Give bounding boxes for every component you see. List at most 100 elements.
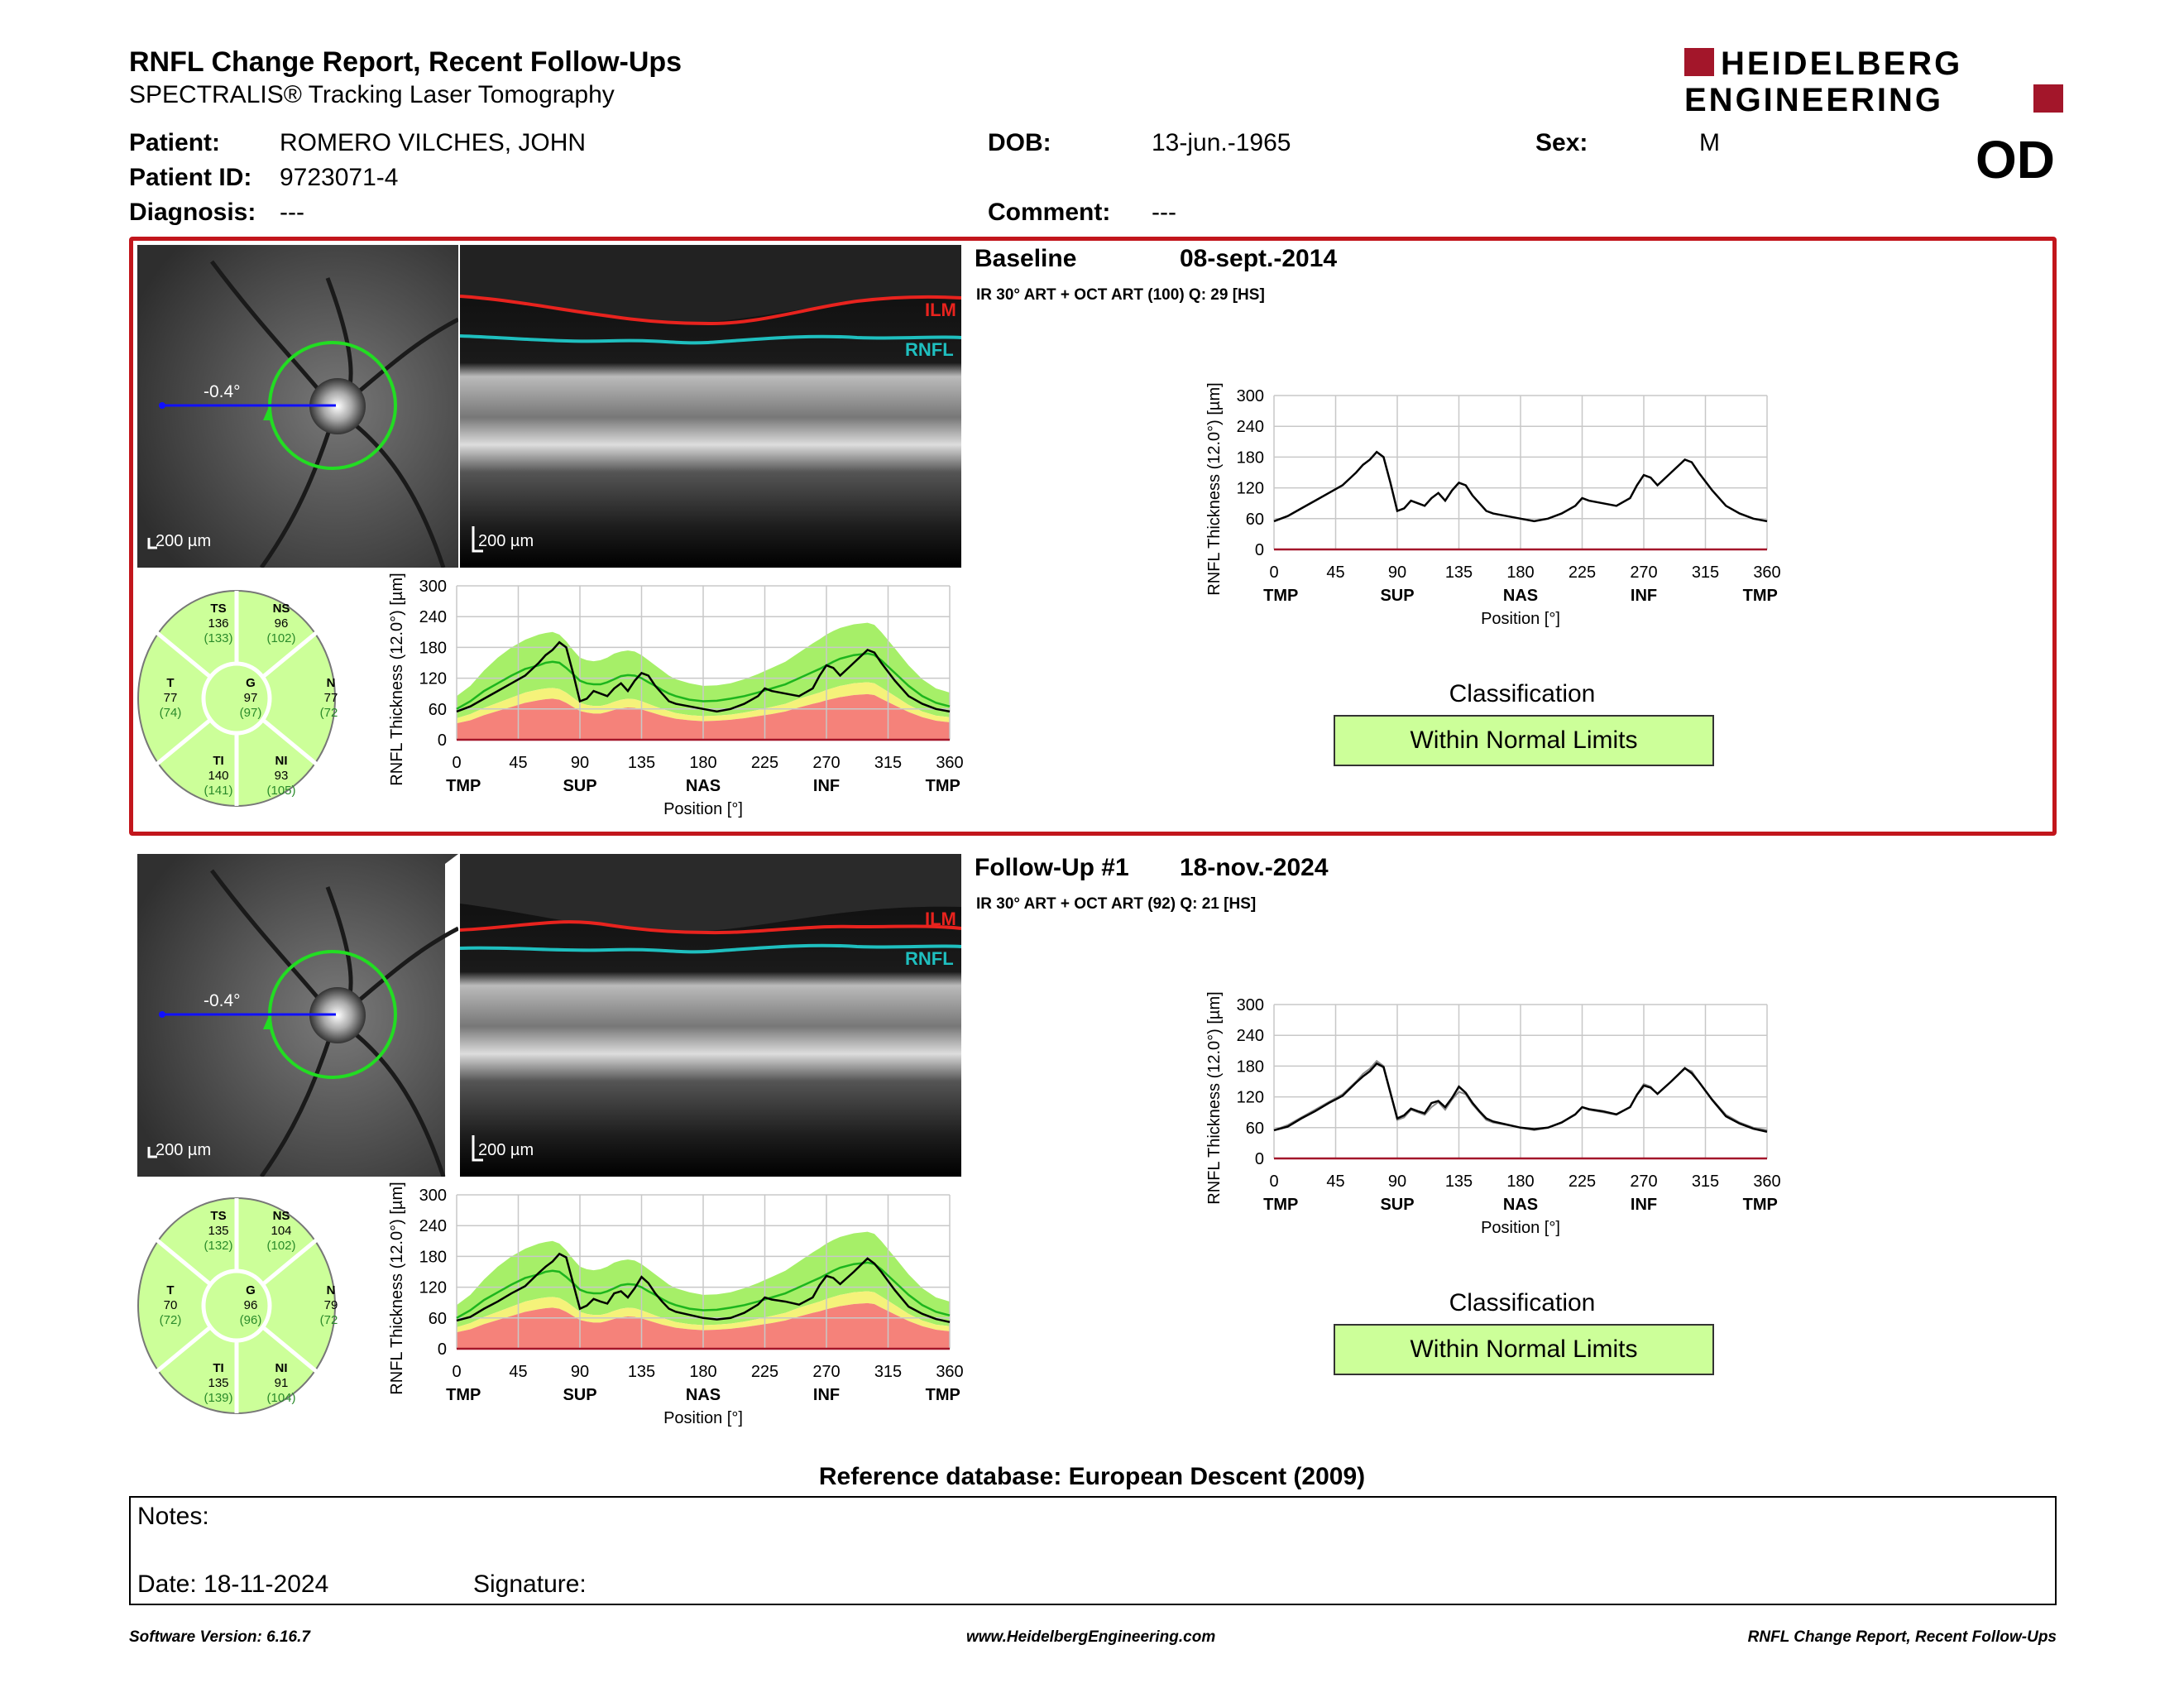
- diagnosis-label: Diagnosis:: [129, 199, 256, 226]
- followup-profile-xtick-4: 180: [1506, 1172, 1534, 1191]
- followup-oct-scan: ILM RNFL 200 µm: [459, 854, 962, 1177]
- followup-norm-xtick-8: 360: [936, 1363, 963, 1381]
- f-ti-ref: (139): [204, 1391, 232, 1405]
- dob-label: DOB:: [988, 129, 1051, 156]
- notes-box: Notes: Date: 18-11-2024 Signature:: [129, 1496, 2057, 1605]
- baseline-norm-xtick-2: 90: [571, 754, 589, 772]
- sex-label: Sex:: [1535, 129, 1588, 156]
- followup-norm-xtick-2: 90: [571, 1363, 589, 1381]
- baseline-profile-xlabel: Position [°]: [1481, 610, 1560, 628]
- followup-profile-sector-label-6: INF: [1631, 1196, 1657, 1214]
- b-g-ref: (97): [240, 706, 262, 720]
- baseline-profile-ytick-3: 180: [1237, 448, 1264, 467]
- baseline-frame: [129, 237, 2057, 836]
- baseline-norm-xtick-5: 225: [751, 754, 778, 772]
- followup-norm-ytick-5: 300: [419, 1187, 447, 1205]
- followup-sector-map: TS 135 (132) NS 104 (102) T 70 (72) G 96…: [137, 1197, 338, 1414]
- f-ns-value: 104: [271, 1224, 291, 1238]
- baseline-norm-ytick-0: 0: [438, 731, 447, 750]
- followup-profile-ytick-0: 0: [1255, 1150, 1264, 1168]
- followup-norm-xtick-0: 0: [452, 1363, 461, 1381]
- baseline-norm-ytick-3: 180: [419, 639, 447, 657]
- followup-profile-xtick-6: 270: [1630, 1172, 1657, 1191]
- b-ni-ref: (105): [266, 784, 295, 798]
- b-ns-value: 96: [275, 616, 289, 631]
- baseline-profile-xtick-4: 180: [1506, 563, 1534, 582]
- followup-profile-sector-label-4: NAS: [1503, 1196, 1538, 1214]
- baseline-norm-ytick-1: 60: [429, 701, 447, 719]
- baseline-profile-sector-label-6: INF: [1631, 587, 1657, 605]
- followup-norm-xtick-7: 315: [874, 1363, 902, 1381]
- baseline-profile-ytick-0: 0: [1255, 541, 1264, 559]
- followup-fundus-image: -0.4° 200 µm: [137, 854, 460, 1178]
- baseline-norm-xtick-6: 270: [812, 754, 840, 772]
- followup-norm-sector-label-0: TMP: [446, 1386, 481, 1404]
- baseline-fundus-image: -0.4° 200 µm: [137, 245, 460, 569]
- comment-label: Comment:: [988, 199, 1111, 226]
- baseline-norm-normal-mean-line: [456, 652, 951, 710]
- f-ti-label: TI: [213, 1361, 223, 1375]
- baseline-norm-xtick-7: 315: [874, 754, 902, 772]
- followup-rnfl-label: RNFL: [905, 948, 954, 969]
- baseline-profile-ytick-4: 240: [1237, 418, 1264, 436]
- baseline-profile-xtick-5: 225: [1569, 563, 1596, 582]
- followup-normative-chart: 0 60 120 180 240 300 0 45 90 135 180 225 270 315 360 TM…: [388, 1182, 964, 1427]
- followup-oct-scale: 200 µm: [478, 1141, 534, 1159]
- f-ns-ref: (102): [266, 1239, 295, 1253]
- followup-profile-xtick-5: 225: [1569, 1172, 1596, 1191]
- baseline-profile-sector-label-8: TMP: [1743, 587, 1778, 605]
- baseline-profile-sector-label-0: TMP: [1263, 587, 1298, 605]
- signature-label: Signature:: [473, 1571, 587, 1598]
- baseline-date: 08-sept.-2014: [1180, 245, 1338, 272]
- baseline-angle: -0.4°: [204, 382, 241, 401]
- f-n-value: 79: [324, 1298, 338, 1312]
- baseline-profile-xtick-8: 360: [1753, 563, 1780, 582]
- footer-software-version: Software Version: 6.16.7: [129, 1628, 310, 1646]
- b-g-label: G: [246, 676, 256, 690]
- b-t-ref: (74): [160, 706, 182, 720]
- followup-angle: -0.4°: [204, 991, 241, 1010]
- baseline-norm-xtick-0: 0: [452, 754, 461, 772]
- b-ns-ref: (102): [266, 631, 295, 645]
- b-t-value: 77: [164, 691, 178, 705]
- followup-profile-ylabel: RNFL Thickness (12.0°) [µm]: [1205, 991, 1224, 1204]
- followup-norm-xtick-1: 45: [509, 1363, 527, 1381]
- baseline-classification-badge: Within Normal Limits: [1334, 715, 1714, 766]
- comment-value: ---: [1152, 199, 1176, 226]
- f-t-label: T: [166, 1283, 174, 1297]
- baseline-profile-ytick-1: 60: [1246, 511, 1264, 529]
- report-subtitle: SPECTRALIS® Tracking Laser Tomography: [129, 81, 615, 108]
- baseline-rnfl-label: RNFL: [905, 339, 954, 360]
- b-ti-label: TI: [213, 754, 223, 768]
- followup-classification-label: Classification: [1449, 1289, 1596, 1316]
- baseline-norm-xlabel: Position [°]: [663, 800, 743, 818]
- baseline-norm-xtick-4: 180: [689, 754, 716, 772]
- baseline-fundus-scale: 200 µm: [156, 532, 211, 550]
- f-n-ref: (72): [320, 1313, 338, 1327]
- followup-norm-ytick-4: 240: [419, 1217, 447, 1235]
- followup-profile-xlabel: Position [°]: [1481, 1219, 1560, 1237]
- baseline-ilm-label: ILM: [925, 300, 956, 320]
- followup-profile-sector-label-2: SUP: [1380, 1196, 1414, 1214]
- baseline-sector-map: TS 136 (133) NS 96 (102) T 77 (74) G 97 …: [137, 590, 338, 807]
- baseline-normative-chart: 0 60 120 180 240 300 0 45 90 135 180 225 270 315 360 TM…: [388, 573, 964, 818]
- baseline-norm-ytick-5: 300: [419, 578, 447, 596]
- baseline-norm-sector-label-0: TMP: [446, 777, 481, 795]
- baseline-profile-xtick-0: 0: [1269, 563, 1278, 582]
- f-ts-value: 135: [208, 1224, 228, 1238]
- b-ti-value: 140: [208, 769, 228, 783]
- f-ti-value: 135: [208, 1376, 228, 1390]
- b-n-value: 77: [324, 691, 338, 705]
- heidelberg-logo: HEIDELBERG ENGINEERING: [1684, 46, 2063, 117]
- b-ni-label: NI: [275, 754, 288, 768]
- followup-norm-xtick-5: 225: [751, 1363, 778, 1381]
- baseline-norm-sector-label-6: INF: [813, 777, 840, 795]
- baseline-profile-chart: 0 60 120 180 240 300 0 45 90 135 180 225 270 315 360 TM…: [1205, 382, 1781, 628]
- baseline-scan-info: IR 30° ART + OCT ART (100) Q: 29 [HS]: [976, 286, 1265, 304]
- baseline-classification-label: Classification: [1449, 680, 1596, 707]
- followup-profile-sector-label-0: TMP: [1263, 1196, 1298, 1214]
- baseline-norm-sector-label-4: NAS: [686, 777, 721, 795]
- baseline-norm-xtick-1: 45: [509, 754, 527, 772]
- baseline-profile-xtick-7: 315: [1692, 563, 1719, 582]
- baseline-norm-xtick-8: 360: [936, 754, 963, 772]
